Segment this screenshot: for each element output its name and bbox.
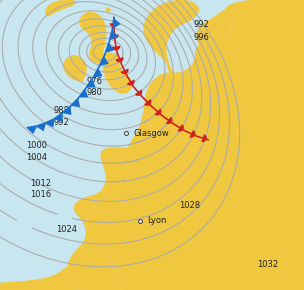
Polygon shape [93,68,102,77]
Polygon shape [115,57,123,62]
Text: 1028: 1028 [179,201,200,211]
Polygon shape [86,0,304,290]
Text: 1012: 1012 [30,179,51,188]
Polygon shape [112,18,121,28]
Polygon shape [178,124,184,132]
Text: 980: 980 [87,88,102,97]
Polygon shape [79,89,88,97]
Polygon shape [103,52,132,94]
Polygon shape [63,55,87,81]
Text: 988: 988 [53,106,69,115]
Polygon shape [196,9,232,50]
Polygon shape [110,35,119,39]
Text: 1024: 1024 [56,224,77,234]
Polygon shape [62,106,71,115]
Polygon shape [106,8,111,13]
Polygon shape [127,79,135,86]
Text: 1032: 1032 [257,260,278,269]
Polygon shape [100,56,109,66]
Polygon shape [0,266,78,290]
Polygon shape [201,134,207,142]
Text: 996: 996 [193,33,209,42]
Polygon shape [67,175,122,290]
Text: Lyon: Lyon [147,216,167,226]
Polygon shape [166,117,172,124]
Polygon shape [144,99,151,106]
Polygon shape [45,0,76,17]
Polygon shape [71,98,80,107]
Polygon shape [79,12,106,63]
Text: 1004: 1004 [26,153,47,162]
Polygon shape [45,119,55,128]
Text: 992: 992 [53,118,69,127]
Text: 976: 976 [87,77,103,86]
Polygon shape [54,113,63,122]
Polygon shape [112,46,120,50]
Text: 992: 992 [193,20,209,29]
Polygon shape [110,30,119,40]
Polygon shape [189,130,195,138]
Text: 1000: 1000 [26,140,47,150]
Polygon shape [120,68,129,74]
Polygon shape [26,126,37,134]
Polygon shape [105,43,114,53]
Polygon shape [36,123,46,131]
Polygon shape [154,108,161,115]
Polygon shape [135,89,142,96]
Polygon shape [110,23,118,27]
Text: 1016: 1016 [30,190,51,200]
Polygon shape [143,0,199,78]
Polygon shape [86,79,96,88]
Text: Glasgow: Glasgow [134,129,170,138]
